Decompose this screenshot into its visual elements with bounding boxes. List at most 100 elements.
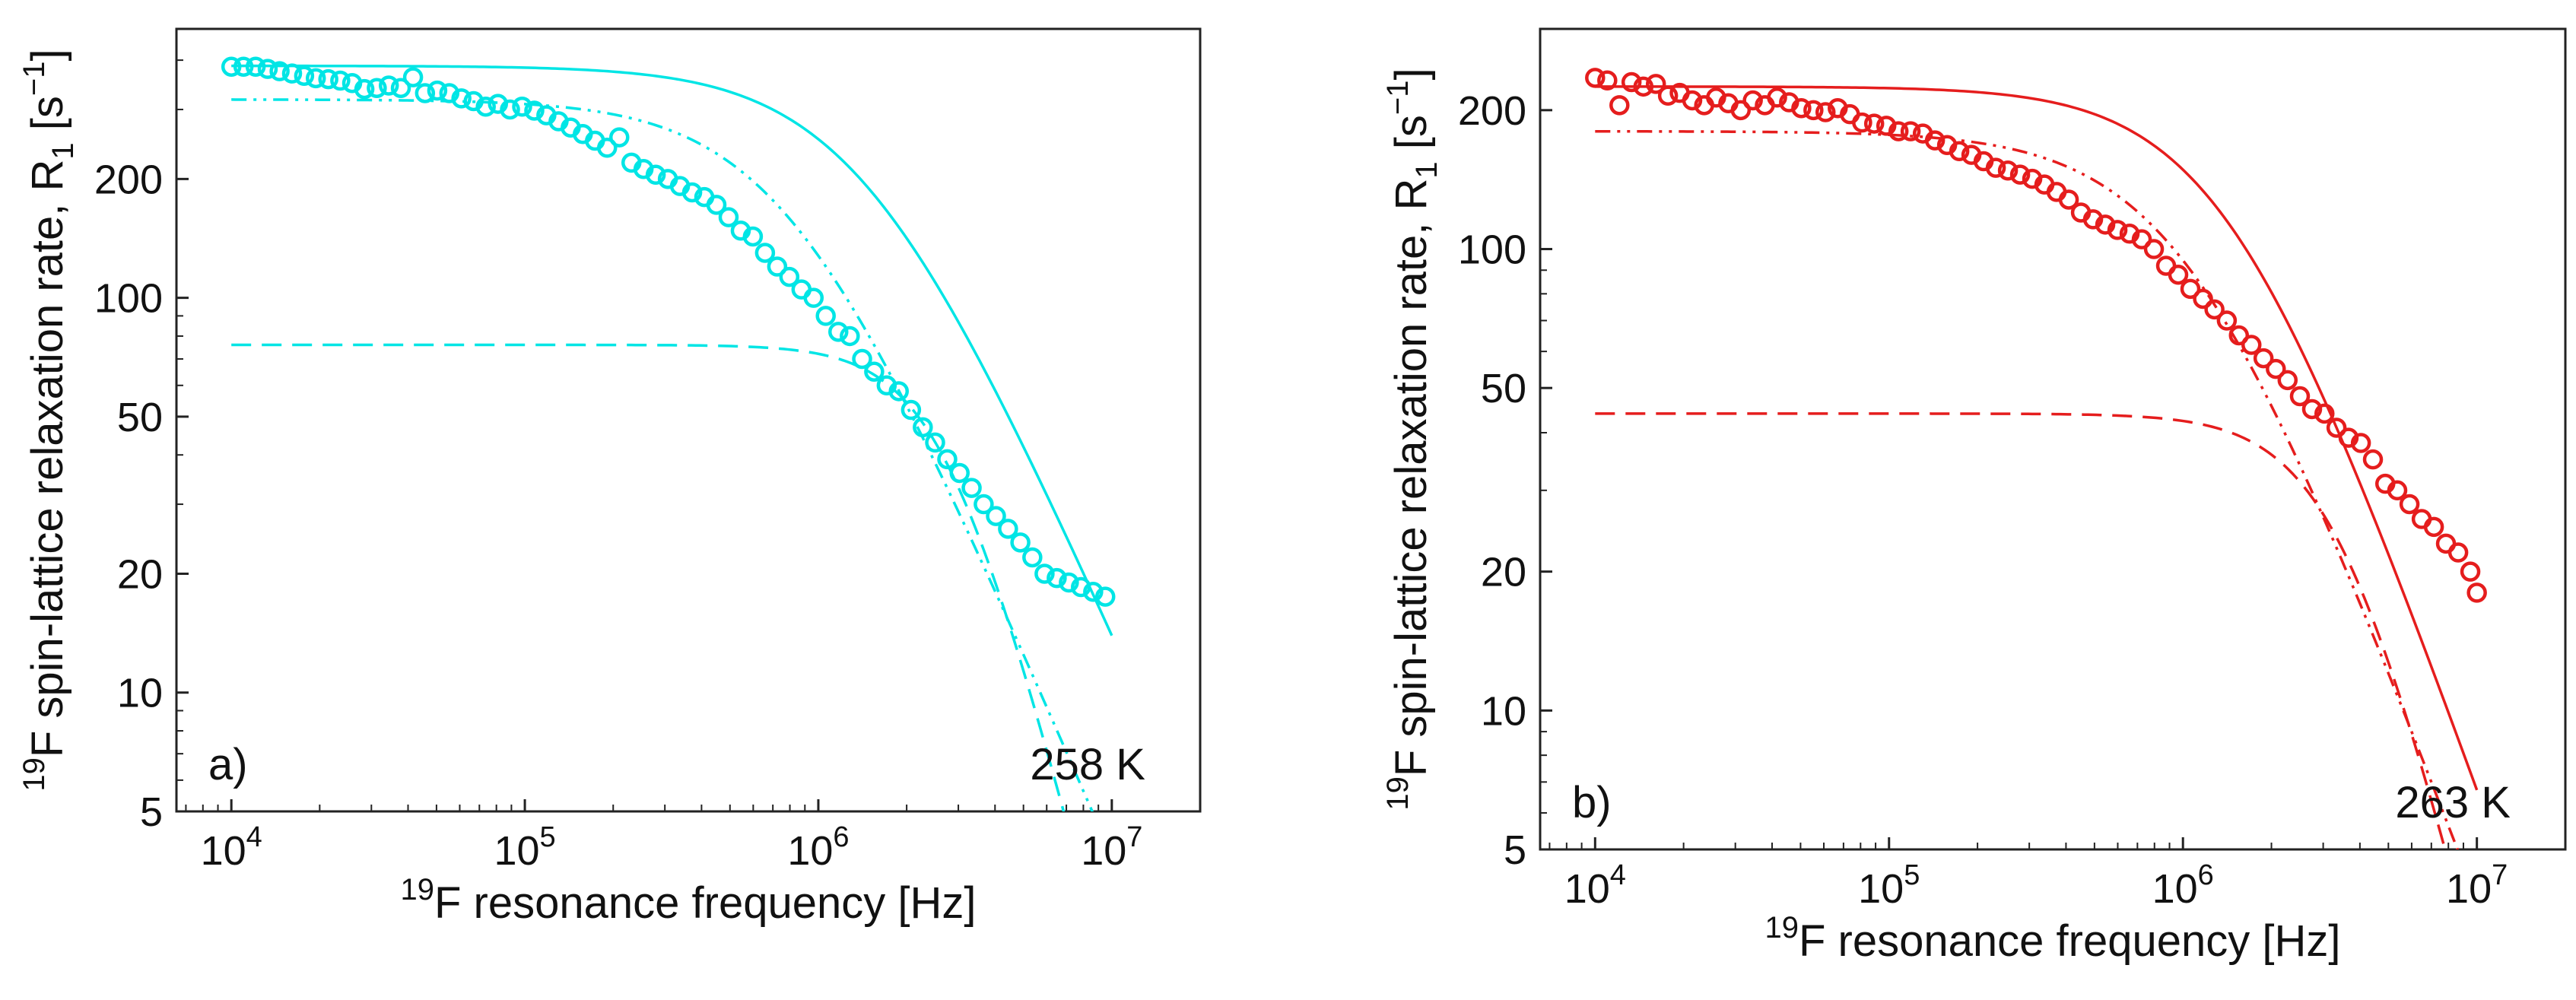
plot-area (221, 56, 1116, 811)
data-point (439, 83, 460, 103)
x-tick-label: 107 (1081, 821, 1142, 874)
data-point (330, 70, 351, 91)
data-point (1815, 102, 1836, 122)
y-tick-label: 200 (94, 157, 163, 202)
data-point (1900, 121, 1921, 141)
data-point (415, 83, 436, 103)
data-point (2228, 325, 2250, 346)
data-point (949, 462, 970, 484)
data-point (2193, 288, 2213, 310)
data-point (767, 256, 788, 277)
y-tick-label: 5 (140, 789, 163, 835)
data-point (2326, 417, 2347, 438)
data-point (318, 68, 338, 90)
data-point (2289, 386, 2311, 407)
data-point (354, 78, 375, 100)
y-tick-label: 10 (1481, 688, 1526, 734)
data-point (2253, 348, 2274, 369)
data-point (2460, 561, 2481, 582)
x-axis-title: 19F resonance frequency [Hz] (1765, 911, 2341, 966)
x-tick-label: 106 (2152, 859, 2214, 912)
data-point (2411, 509, 2432, 529)
data-point (2131, 229, 2152, 249)
data-point (306, 68, 326, 89)
data-point (1010, 532, 1031, 553)
data-point (864, 361, 885, 383)
data-point (754, 243, 776, 263)
plot-frame (175, 27, 1202, 813)
data-point (2362, 449, 2384, 470)
y-tick-label: 50 (117, 395, 163, 440)
data-point (1863, 113, 1885, 134)
data-point (1852, 112, 1872, 133)
chart-panel-a: 104 105 106 107 5 10 20 50 100 200 a) 258 K 19F reso… (17, 27, 1202, 928)
data-point (913, 417, 933, 438)
data-point (378, 75, 399, 96)
data-point (2314, 403, 2335, 424)
chart-panel-b: 104 105 106 107 5 10 20 50 100 200 b) 263 K 19F reso… (1381, 27, 2567, 966)
x-tick-label: 107 (2446, 859, 2508, 912)
data-point (1071, 576, 1091, 598)
data-point (1997, 160, 2019, 181)
data-point (2241, 335, 2262, 355)
data-point (1791, 97, 1812, 119)
x-tick-label: 104 (1564, 859, 1626, 912)
x-tick-label: 106 (787, 821, 849, 874)
data-point (221, 56, 242, 77)
data-point (367, 78, 387, 98)
y-tick-label: 200 (1458, 88, 1526, 134)
data-point (2447, 542, 2469, 563)
data-point (2301, 398, 2323, 420)
data-point (645, 164, 666, 186)
data-point (828, 322, 849, 342)
data-point (1609, 95, 1630, 116)
data-point (2143, 239, 2165, 259)
data-point (998, 519, 1018, 539)
data-point (500, 99, 520, 120)
y-tick-label: 20 (1481, 550, 1526, 595)
data-point (681, 182, 703, 203)
data-point (888, 381, 909, 402)
data-point (1083, 581, 1104, 602)
y-tick-label: 5 (1504, 827, 1526, 873)
data-point (1621, 71, 1642, 93)
data-point (2423, 516, 2444, 538)
fit-line-dash-dot-dot (1595, 129, 2460, 849)
y-axis-title: 19F spin-lattice relaxation rate, R1 [s−… (17, 49, 80, 791)
data-point (2350, 433, 2371, 453)
data-point (2107, 220, 2128, 240)
x-tick-label: 104 (201, 821, 262, 874)
data-point (1742, 90, 1763, 111)
data-point (815, 306, 836, 326)
x-tick-label: 105 (1858, 859, 1920, 912)
data-point (245, 56, 266, 77)
data-point (402, 67, 424, 87)
data-point (1985, 157, 2006, 178)
data-point (2466, 583, 2487, 603)
data-point (1597, 70, 1618, 90)
data-point (1924, 130, 1945, 151)
data-point (852, 348, 872, 370)
fit-line-dash-dot-dot (231, 98, 1094, 811)
data-point (1730, 100, 1752, 121)
fit-line-solid (1595, 85, 2479, 791)
y-axis-title: 19F spin-lattice relaxation rate, R1 [s−… (1381, 68, 1444, 810)
data-point (925, 432, 945, 453)
data-point (1022, 547, 1043, 568)
y-tick-label: 10 (117, 671, 163, 716)
data-point (1949, 141, 1970, 162)
data-point (706, 195, 727, 215)
data-point (512, 96, 532, 117)
data-point (742, 226, 764, 247)
data-point (2082, 209, 2104, 230)
data-point (2277, 370, 2298, 391)
data-point (269, 61, 290, 81)
data-point (451, 88, 472, 109)
plot-frame (1539, 27, 2567, 851)
data-point (233, 56, 254, 77)
data-point (294, 65, 315, 86)
x-axis-title: 19F resonance frequency [Hz] (401, 873, 977, 928)
data-point (1059, 572, 1079, 593)
data-point (803, 287, 824, 308)
data-point (597, 138, 618, 158)
